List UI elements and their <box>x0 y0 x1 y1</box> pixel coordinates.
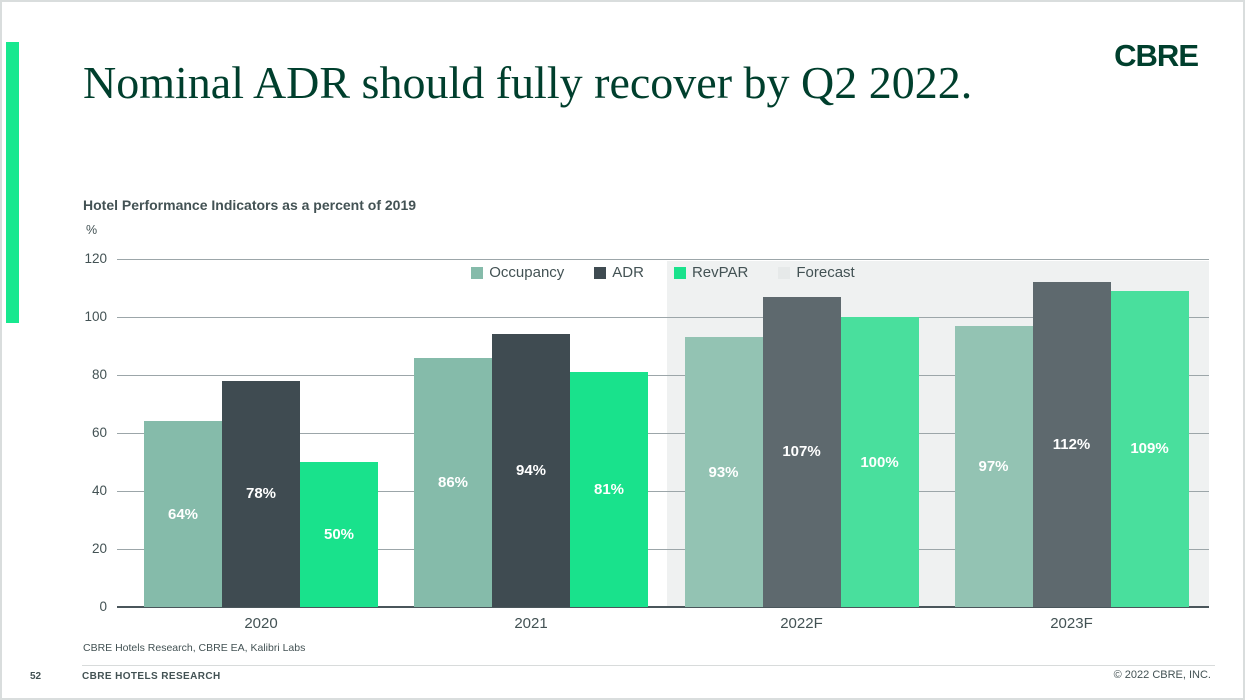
cbre-logo: CBRE <box>1114 38 1199 73</box>
x-axis-line <box>117 606 1209 608</box>
bar-chart: Occupancy ADR RevPAR Forecast 0 20 40 60 80 100 1… <box>84 251 1209 632</box>
legend-label: Occupancy <box>489 264 565 281</box>
x-category-label-2023f: 2023F <box>1050 615 1093 632</box>
x-category-label-2020: 2020 <box>244 615 278 632</box>
legend-label: ADR <box>612 264 644 281</box>
bar-value-label: 100% <box>860 453 899 471</box>
bar-revpar-2020: 50% <box>300 462 378 607</box>
bar-value-label: 78% <box>245 485 277 503</box>
gridline-100 <box>117 317 1209 318</box>
legend-item-adr: ADR <box>594 264 644 281</box>
bar-value-label: 93% <box>708 463 739 481</box>
legend-swatch-occupancy <box>471 266 484 279</box>
bar-adr-2021: 94% <box>492 334 570 607</box>
accent-bar <box>6 42 19 323</box>
y-tick-label-120: 120 <box>84 251 107 266</box>
legend-swatch-adr <box>594 266 607 279</box>
gridline-120 <box>117 259 1209 260</box>
bar-value-label: 109% <box>1130 440 1169 458</box>
y-tick-label-20: 20 <box>91 541 107 556</box>
bar-value-label: 97% <box>978 457 1009 475</box>
bar-occupancy-2023f: 97% <box>954 325 1033 607</box>
legend-item-revpar: RevPAR <box>673 264 749 281</box>
page-number: 52 <box>30 671 42 682</box>
bar-value-label: 86% <box>437 473 469 491</box>
bar-occupancy-2022f: 93% <box>684 337 763 607</box>
bar-adr-2020: 78% <box>222 380 300 607</box>
legend-label: RevPAR <box>691 264 749 281</box>
chart-legend: Occupancy ADR RevPAR Forecast <box>117 264 1209 281</box>
y-tick-label-0: 0 <box>99 599 107 614</box>
legend-label: Forecast <box>796 264 855 281</box>
gridline-20 <box>117 549 1209 550</box>
y-tick-label-40: 40 <box>91 483 107 498</box>
bar-value-label: 81% <box>593 481 625 499</box>
slide-title: Nominal ADR should fully recover by Q2 2… <box>83 57 973 108</box>
bar-adr-2022f: 107% <box>762 296 841 607</box>
bar-value-label: 64% <box>167 505 199 523</box>
legend-item-forecast: Forecast <box>778 264 855 281</box>
y-tick-label-100: 100 <box>84 309 107 324</box>
bar-occupancy-2021: 86% <box>414 357 492 607</box>
gridline-60 <box>117 433 1209 434</box>
bar-occupancy-2020: 64% <box>144 421 222 607</box>
footer-copyright: © 2022 CBRE, INC. <box>1113 669 1211 681</box>
y-axis-unit-label: % <box>86 223 98 237</box>
bar-revpar-2021: 81% <box>570 372 648 607</box>
bar-value-label: 112% <box>1052 436 1091 454</box>
footer-divider <box>82 665 1215 666</box>
bar-revpar-2022f: 100% <box>840 317 919 607</box>
bar-revpar-2023f: 109% <box>1110 290 1189 607</box>
x-category-label-2022f: 2022F <box>780 615 823 632</box>
bar-adr-2023f: 112% <box>1032 282 1111 607</box>
source-note: CBRE Hotels Research, CBRE EA, Kalibri L… <box>83 642 306 654</box>
gridline-40 <box>117 491 1209 492</box>
bar-value-label: 50% <box>323 526 355 543</box>
footer-report-name: CBRE HOTELS RESEARCH <box>82 671 221 682</box>
gridline-80 <box>117 375 1209 376</box>
chart-title: Hotel Performance Indicators as a percen… <box>83 197 417 213</box>
legend-item-occupancy: Occupancy <box>471 264 564 281</box>
legend-swatch-revpar <box>673 266 686 279</box>
y-tick-label-60: 60 <box>91 425 107 440</box>
y-tick-label-80: 80 <box>91 367 107 382</box>
x-category-label-2021: 2021 <box>514 615 548 632</box>
legend-swatch-forecast <box>778 266 791 279</box>
bar-value-label: 107% <box>782 443 821 461</box>
bar-value-label: 94% <box>515 462 547 480</box>
